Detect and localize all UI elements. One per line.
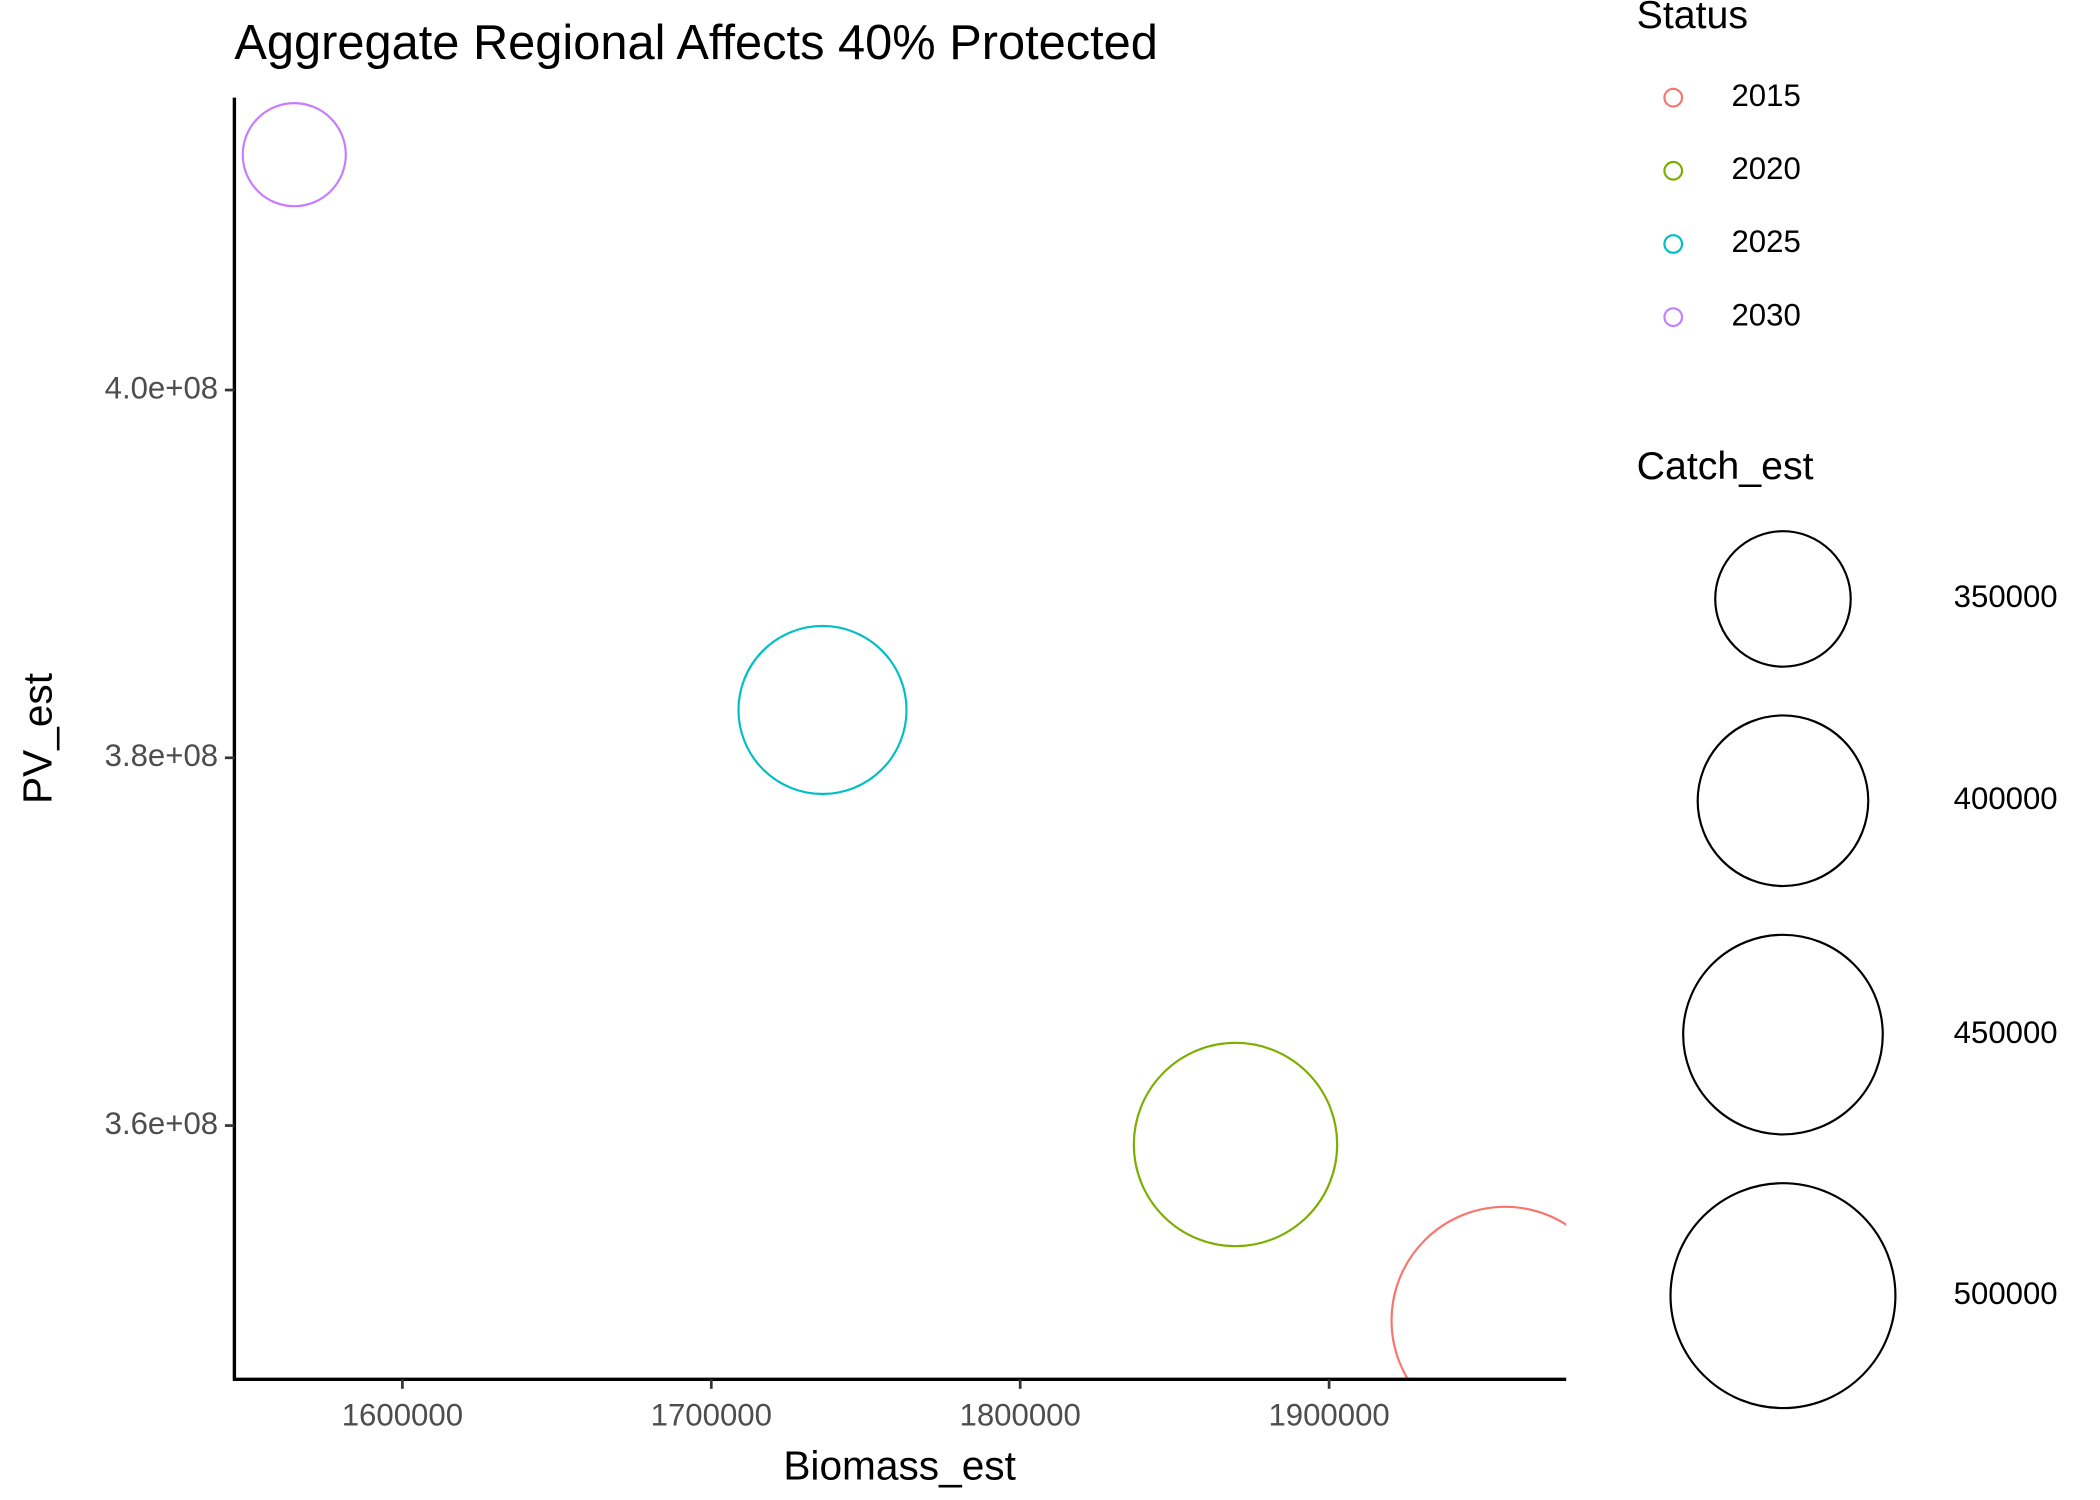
bubble (737, 624, 908, 796)
y-axis-title: PV_est (14, 673, 60, 804)
size-legend-label: 400000 (1954, 781, 2058, 816)
bubble (1390, 1205, 1567, 1380)
size-legend-key (1714, 530, 1852, 668)
x-tick-label: 1600000 (342, 1397, 463, 1432)
x-tick-label: 1800000 (960, 1397, 1081, 1432)
legend-title: Catch_est (1637, 444, 1814, 488)
legend-key (1663, 307, 1684, 328)
size-legend-label: 350000 (1954, 579, 2058, 614)
legend-key (1663, 87, 1684, 108)
y-tick-label: 3.6e+08 (105, 1106, 219, 1141)
x-tick-label: 1700000 (651, 1397, 772, 1432)
size-legend-key (1682, 933, 1884, 1136)
legend-key (1663, 160, 1684, 181)
bubble (1132, 1041, 1339, 1248)
legend-label: 2025 (1731, 224, 1800, 259)
bubble (241, 102, 347, 208)
x-axis-title: Biomass_est (783, 1442, 1016, 1488)
size-legend-label: 500000 (1954, 1276, 2058, 1311)
x-tick-label: 1900000 (1268, 1397, 1389, 1432)
y-tick-label: 4.0e+08 (105, 370, 219, 405)
legend-label: 2030 (1731, 297, 1800, 332)
y-tick-label: 3.8e+08 (105, 738, 219, 773)
size-legend-key (1669, 1182, 1897, 1410)
legend-key (1663, 234, 1684, 254)
size-legend-key (1696, 714, 1870, 888)
size-legend-label: 450000 (1954, 1015, 2058, 1050)
legend-title: Status (1637, 0, 1748, 37)
legend-label: 2020 (1731, 151, 1800, 186)
plot-panel (241, 102, 1567, 1380)
chart-title: Aggregate Regional Affects 40% Protected (234, 16, 1158, 70)
legend-label: 2015 (1731, 78, 1800, 113)
